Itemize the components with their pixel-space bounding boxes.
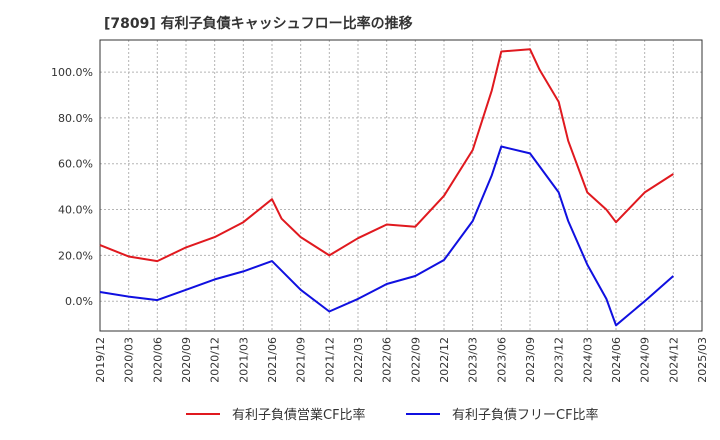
x-tick-label: 2025/03: [696, 337, 709, 383]
x-tick-label: 2024/12: [667, 337, 680, 383]
x-tick-label: 2023/06: [495, 337, 508, 383]
x-tick-label: 2022/03: [352, 337, 365, 383]
x-tick-label: 2022/09: [409, 337, 422, 383]
x-tick-label: 2020/09: [180, 337, 193, 383]
y-tick-label: 100.0%: [51, 66, 93, 79]
x-tick-label: 2021/06: [266, 337, 279, 383]
legend-swatch-blue: [406, 412, 440, 415]
x-tick-label: 2021/09: [295, 337, 308, 383]
x-tick-label: 2024/06: [610, 337, 623, 383]
legend-label: 有利子負債フリーCF比率: [452, 408, 599, 423]
x-tick-label: 2022/06: [381, 337, 394, 383]
y-tick-label: 80.0%: [58, 112, 93, 125]
x-tick-label: 2020/03: [123, 337, 136, 383]
series-line-operating-cf: [99, 48, 674, 263]
y-tick-label: 60.0%: [58, 158, 93, 171]
x-tick-label: 2021/12: [323, 337, 336, 383]
x-tick-label: 2021/03: [237, 337, 250, 383]
x-tick-label: 2023/12: [553, 337, 566, 383]
series-line-free-cf: [99, 145, 674, 327]
chart-title: [7809] 有利子負債キャッシュフロー比率の推移: [104, 16, 413, 32]
x-tick-label: 2023/09: [524, 337, 537, 383]
x-tick-label: 2022/12: [438, 337, 451, 383]
y-tick-label: 40.0%: [58, 204, 93, 217]
legend-label: 有利子負債営業CF比率: [232, 408, 366, 423]
legend-item-operating-cf: 有利子負債営業CF比率: [186, 404, 366, 423]
y-tick-label: 20.0%: [58, 249, 93, 262]
legend-item-free-cf: 有利子負債フリーCF比率: [406, 404, 599, 423]
x-tick-label: 2020/12: [209, 337, 222, 383]
legend-swatch-red: [186, 412, 220, 415]
x-tick-label: 2023/03: [467, 337, 480, 383]
legend: 有利子負債営業CF比率 有利子負債フリーCF比率: [0, 404, 720, 426]
x-tick-label: 2019/12: [94, 337, 107, 383]
plot-frame: [99, 39, 703, 332]
x-tick-label: 2024/09: [639, 337, 652, 383]
y-tick-label: 0.0%: [65, 295, 93, 308]
x-tick-label: 2020/06: [151, 337, 164, 383]
x-tick-label: 2024/03: [581, 337, 594, 383]
